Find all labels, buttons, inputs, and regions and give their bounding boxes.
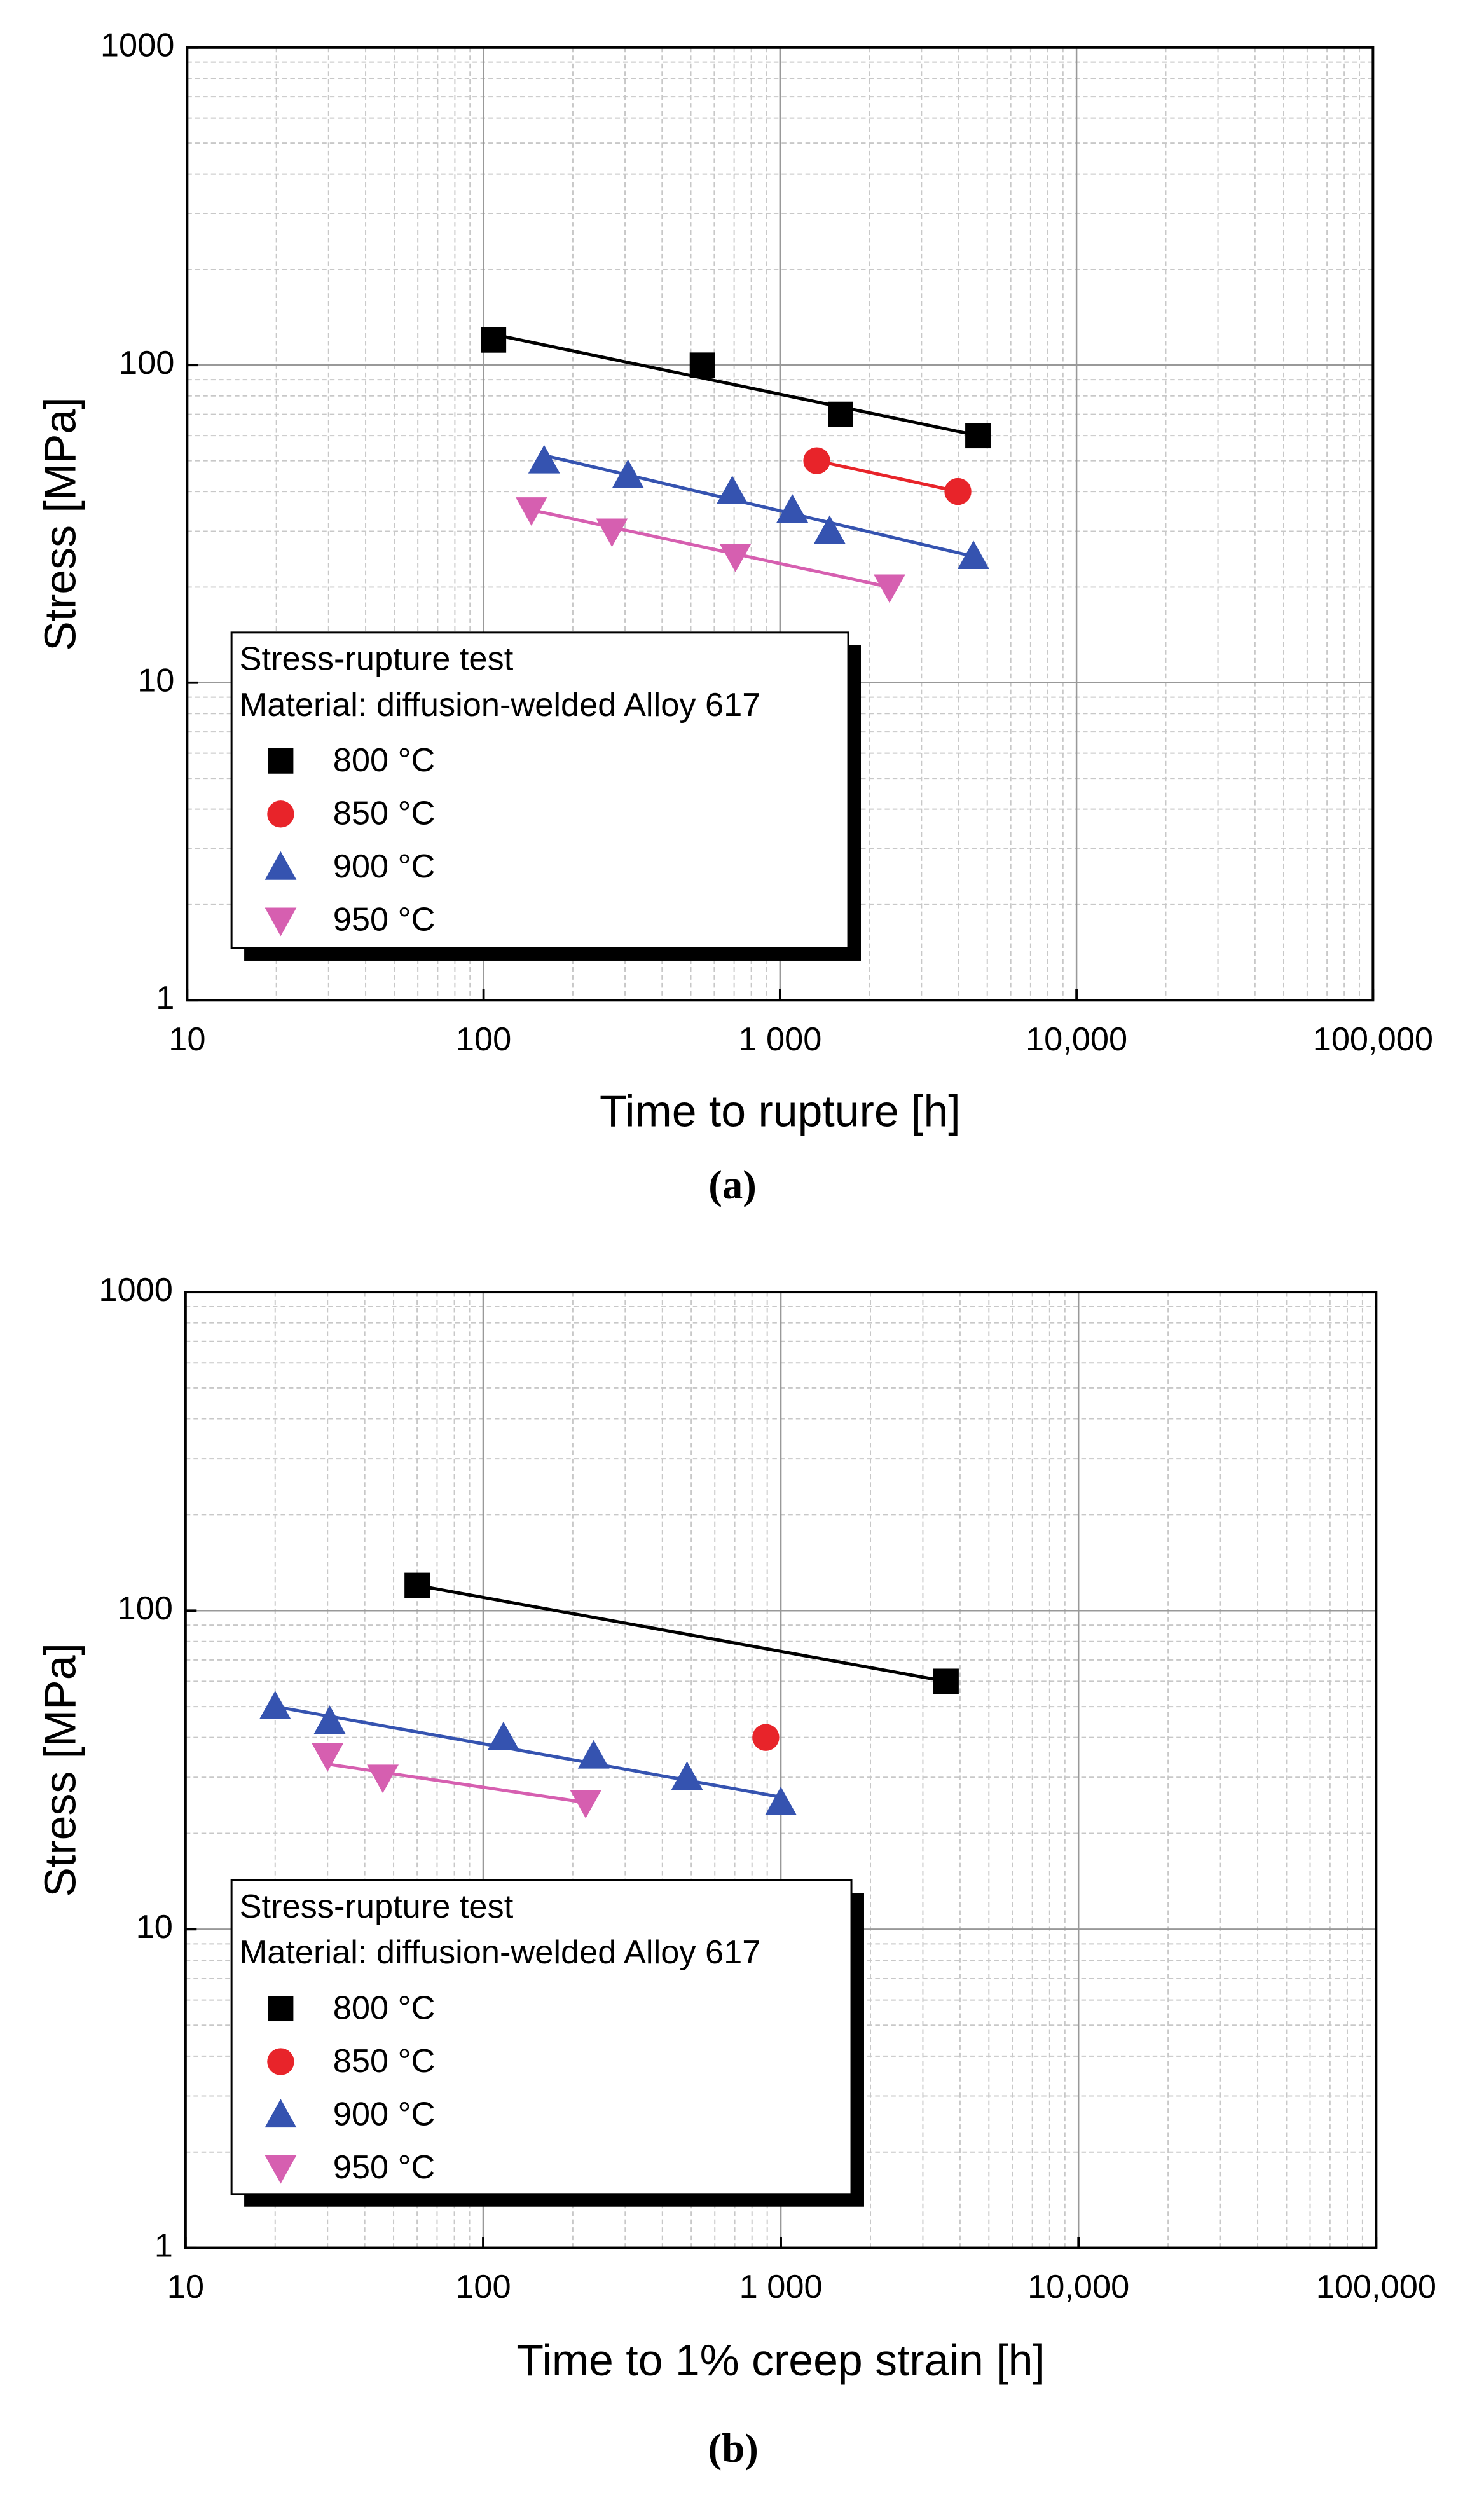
plot-frame bbox=[186, 46, 1375, 1002]
marker bbox=[481, 327, 507, 353]
fit-line bbox=[327, 1762, 586, 1804]
marker bbox=[515, 497, 547, 526]
fit-line bbox=[275, 1705, 781, 1799]
legend-label: 950 °C bbox=[333, 902, 436, 938]
legend-label: 900 °C bbox=[333, 848, 436, 885]
fit-line bbox=[416, 1584, 947, 1683]
marker bbox=[404, 1572, 430, 1598]
marker bbox=[716, 476, 748, 505]
marker bbox=[612, 459, 644, 488]
legend-marker bbox=[265, 2099, 297, 2128]
marker bbox=[965, 423, 991, 449]
y-tick-label: 1000 bbox=[100, 27, 174, 64]
marker bbox=[577, 1740, 610, 1769]
x-tick-label: 100,000 bbox=[1313, 1021, 1433, 1058]
marker bbox=[765, 1787, 797, 1815]
marker bbox=[312, 1743, 344, 1772]
legend-marker bbox=[268, 748, 294, 774]
x-axis-label: Time to 1% creep strain [h] bbox=[516, 2335, 1045, 2385]
legend-marker bbox=[268, 1996, 294, 2022]
fit-line bbox=[544, 453, 974, 558]
y-tick-label: 1 bbox=[156, 980, 174, 1017]
marker bbox=[528, 444, 560, 474]
marker bbox=[944, 477, 972, 505]
y-axis-label: Stress [MPa] bbox=[35, 397, 85, 651]
legend-marker bbox=[265, 907, 297, 937]
y-tick-label: 100 bbox=[118, 1590, 173, 1627]
marker bbox=[958, 540, 989, 569]
x-tick-label: 1 000 bbox=[738, 1021, 821, 1058]
x-tick-label: 100 bbox=[456, 1021, 511, 1058]
legend-label: 850 °C bbox=[333, 795, 436, 832]
x-tick-label: 10,000 bbox=[1026, 1021, 1127, 1058]
x-tick-label: 10 bbox=[168, 1021, 205, 1058]
marker bbox=[313, 1705, 346, 1734]
fit-line bbox=[531, 508, 890, 589]
marker bbox=[719, 544, 752, 572]
marker bbox=[367, 1764, 399, 1794]
legend-label: 800 °C bbox=[333, 1989, 436, 2026]
legend-title: Stress-rupture test bbox=[240, 1888, 514, 1925]
marker bbox=[803, 447, 830, 474]
marker bbox=[933, 1668, 959, 1694]
marker bbox=[828, 401, 853, 427]
x-tick-label: 10 bbox=[167, 2269, 204, 2305]
marker bbox=[487, 1721, 519, 1750]
caption: (a) bbox=[708, 1162, 757, 1208]
x-axis-label: Time to rupture [h] bbox=[600, 1086, 961, 1136]
legend-title: Material: diffusion-welded Alloy 617 bbox=[240, 687, 761, 724]
marker bbox=[596, 518, 628, 547]
marker bbox=[259, 1691, 291, 1720]
legend-box bbox=[230, 631, 849, 949]
y-tick-label: 100 bbox=[119, 345, 174, 381]
fit-line bbox=[816, 459, 959, 493]
marker bbox=[752, 1724, 780, 1751]
marker bbox=[776, 494, 809, 523]
fit-line bbox=[493, 333, 979, 437]
legend-marker bbox=[267, 2048, 294, 2075]
legend-label: 800 °C bbox=[333, 742, 436, 779]
marker bbox=[671, 1761, 703, 1790]
y-tick-label: 1 bbox=[155, 2227, 173, 2264]
legend-marker bbox=[267, 800, 294, 828]
marker bbox=[874, 574, 905, 603]
marker bbox=[813, 515, 846, 544]
caption: (b) bbox=[708, 2426, 759, 2471]
plot-frame bbox=[184, 1291, 1378, 2249]
x-tick-label: 10,000 bbox=[1027, 2269, 1129, 2305]
legend-box bbox=[230, 1879, 853, 2195]
x-tick-label: 100,000 bbox=[1316, 2269, 1436, 2305]
legend-marker bbox=[265, 851, 297, 880]
legend-marker bbox=[265, 2155, 297, 2184]
legend-title: Material: diffusion-welded Alloy 617 bbox=[240, 1934, 761, 1971]
marker bbox=[570, 1790, 602, 1818]
y-tick-label: 1000 bbox=[99, 1272, 172, 1308]
y-tick-label: 10 bbox=[137, 663, 174, 699]
x-tick-label: 100 bbox=[455, 2269, 511, 2305]
x-tick-label: 1 000 bbox=[739, 2269, 823, 2305]
marker bbox=[689, 352, 715, 378]
legend-label: 850 °C bbox=[333, 2043, 436, 2080]
y-axis-label: Stress [MPa] bbox=[35, 1643, 85, 1897]
legend-label: 950 °C bbox=[333, 2149, 436, 2186]
y-tick-label: 10 bbox=[136, 1909, 173, 1946]
legend-label: 900 °C bbox=[333, 2096, 436, 2133]
legend-title: Stress-rupture test bbox=[240, 641, 514, 678]
